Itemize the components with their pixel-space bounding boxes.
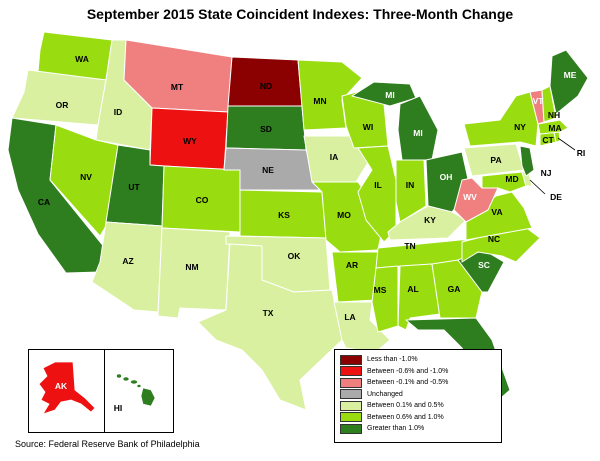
state-MN[interactable]: [297, 59, 363, 131]
legend-label: Unchanged: [367, 390, 403, 398]
label-MI-upper: MI: [385, 90, 394, 100]
map-title: September 2015 State Coincident Indexes:…: [86, 6, 514, 22]
legend-swatch: [340, 423, 362, 434]
label-WV: WV: [463, 192, 477, 202]
label-OH: OH: [440, 172, 453, 182]
legend-item-less-than-neg1: Less than -1.0%: [335, 354, 501, 366]
label-NE: NE: [262, 165, 274, 175]
legend-label: Less than -1.0%: [367, 356, 418, 364]
state-ME[interactable]: [549, 49, 589, 115]
label-KS: KS: [278, 210, 290, 220]
label-WY: WY: [183, 136, 197, 146]
legend-item-pos06-10: Between 0.6% and 1.0%: [335, 412, 501, 424]
pointer-lines: [529, 137, 576, 195]
state-AZ[interactable]: [91, 221, 163, 313]
label-NJ: NJ: [541, 168, 552, 178]
legend: Less than -1.0% Between -0.6% and -1.0% …: [334, 349, 502, 443]
legend-label: Between -0.6% and -1.0%: [367, 367, 449, 375]
label-MS: MS: [374, 285, 387, 295]
label-VT: VT: [533, 96, 545, 106]
legend-swatch: [340, 354, 362, 365]
state-LA[interactable]: [333, 301, 391, 353]
label-AR: AR: [346, 260, 358, 270]
legend-swatch: [340, 389, 362, 400]
label-MI: MI: [413, 128, 422, 138]
state-VA[interactable]: [465, 191, 533, 241]
label-AL: AL: [407, 284, 418, 294]
label-PA: PA: [490, 155, 501, 165]
label-OR: OR: [56, 100, 69, 110]
label-WA: WA: [75, 54, 89, 64]
label-ME: ME: [564, 70, 577, 80]
label-NY: NY: [514, 122, 526, 132]
legend-label: Between 0.1% and 0.5%: [367, 402, 444, 410]
state-MS[interactable]: [371, 265, 399, 333]
hawaii-inset: HI: [104, 349, 174, 433]
legend-label: Greater than 1.0%: [367, 425, 425, 433]
label-LA: LA: [344, 312, 355, 322]
label-NH: NH: [548, 110, 560, 120]
legend-swatch: [340, 400, 362, 411]
legend-swatch: [340, 366, 362, 377]
label-UT: UT: [128, 182, 140, 192]
label-AZ: AZ: [122, 256, 133, 266]
label-IN: IN: [406, 180, 415, 190]
state-TX[interactable]: [197, 243, 343, 411]
label-OK: OK: [288, 251, 302, 261]
label-ID: ID: [114, 107, 123, 117]
legend-item-neg01-neg05: Between -0.1% and -0.5%: [335, 377, 501, 389]
legend-item-pos01-05: Between 0.1% and 0.5%: [335, 400, 501, 412]
state-WV[interactable]: [453, 177, 499, 223]
label-NV: NV: [80, 172, 92, 182]
label-SD: SD: [260, 124, 272, 134]
label-MO: MO: [337, 210, 351, 220]
state-KY[interactable]: [387, 205, 467, 241]
state-NJ[interactable]: [519, 145, 535, 177]
label-TX: TX: [263, 308, 274, 318]
state-AK[interactable]: [38, 361, 96, 415]
label-MT: MT: [171, 82, 184, 92]
label-CA: CA: [38, 197, 50, 207]
label-IA: IA: [330, 152, 339, 162]
label-HI: HI: [114, 403, 123, 413]
state-NM[interactable]: [157, 227, 231, 319]
label-WI: WI: [363, 122, 373, 132]
label-GA: GA: [448, 284, 461, 294]
label-NM: NM: [185, 262, 198, 272]
legend-item-unchanged: Unchanged: [335, 389, 501, 401]
legend-item-neg06-neg10: Between -0.6% and -1.0%: [335, 366, 501, 378]
label-MD: MD: [505, 174, 518, 184]
legend-swatch: [340, 377, 362, 388]
state-NH[interactable]: [541, 85, 557, 123]
label-IL: IL: [374, 180, 382, 190]
label-RI: RI: [577, 148, 586, 158]
label-MN: MN: [313, 96, 326, 106]
legend-label: Between 0.6% and 1.0%: [367, 413, 444, 421]
label-AK: AK: [55, 381, 68, 391]
legend-item-greater-than-1: Greater than 1.0%: [335, 423, 501, 435]
label-TN: TN: [404, 241, 415, 251]
label-ND: ND: [260, 81, 272, 91]
label-NC: NC: [488, 234, 500, 244]
state-HI[interactable]: [116, 373, 156, 407]
label-MA: MA: [548, 123, 561, 133]
state-GA[interactable]: [431, 259, 483, 319]
label-KY: KY: [424, 215, 436, 225]
source-note: Source: Federal Reserve Bank of Philadel…: [15, 439, 200, 449]
state-IL[interactable]: [357, 145, 397, 243]
state-MI_UP[interactable]: [351, 81, 417, 107]
label-CT: CT: [542, 135, 554, 145]
state-MA[interactable]: [537, 119, 569, 135]
label-VA: VA: [491, 207, 502, 217]
state-NY[interactable]: [463, 91, 539, 147]
state-OR[interactable]: [11, 69, 107, 126]
legend-swatch: [340, 412, 362, 423]
label-CO: CO: [196, 195, 209, 205]
alaska-inset: AK: [28, 349, 107, 433]
label-DE: DE: [550, 192, 562, 202]
label-SC: SC: [478, 260, 490, 270]
state-labels: WA OR CA ID NV MT WY UT CO AZ NM ND SD N…: [38, 54, 585, 370]
legend-label: Between -0.1% and -0.5%: [367, 379, 449, 387]
